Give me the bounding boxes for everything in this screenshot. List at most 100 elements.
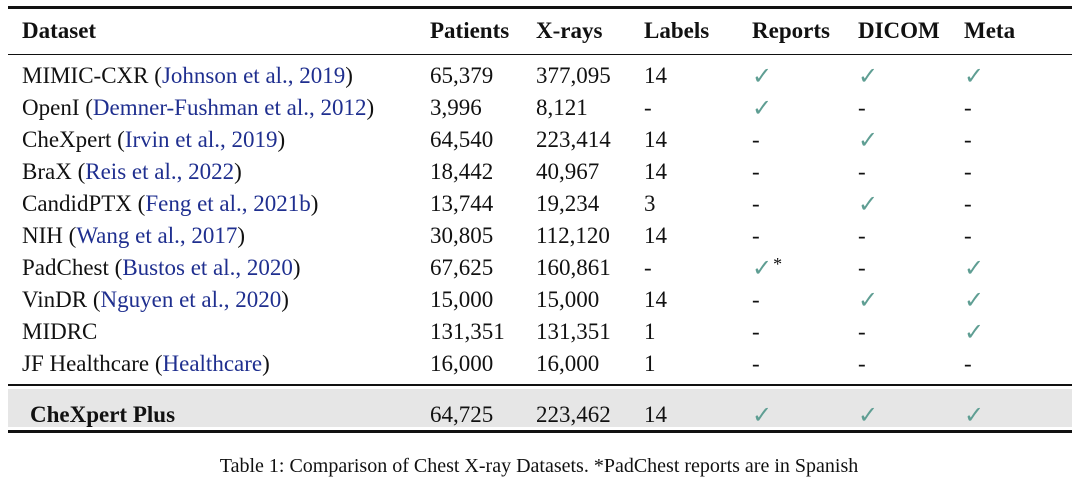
- reports-cell: -: [752, 284, 858, 316]
- footer-reports-cell-value: ✓: [752, 401, 773, 429]
- footer-dicom-cell: ✓: [858, 398, 964, 432]
- footer-patients-cell-value: 64,725: [430, 402, 494, 427]
- citation-link[interactable]: Reis et al., 2022: [85, 159, 235, 184]
- dataset-name: MIMIC-CXR: [22, 63, 149, 88]
- header-rule: [8, 54, 1072, 56]
- labels-cell-value: 14: [644, 223, 667, 248]
- reports-cell-value: -: [752, 319, 760, 344]
- citation-link[interactable]: Irvin et al., 2019: [124, 127, 278, 152]
- xrays-cell: 160,861: [536, 252, 644, 284]
- dicom-cell: ✓: [858, 60, 964, 92]
- footer-xrays-cell-value: 223,462: [536, 402, 611, 427]
- table-row: BraX (Reis et al., 2022) 18,442 40,967 14 - -…: [8, 156, 1072, 188]
- patients-cell: 3,996: [430, 92, 536, 124]
- reports-cell-value: ✓: [752, 62, 773, 90]
- header-patients: Patients: [430, 17, 510, 43]
- header-dicom: DICOM: [858, 17, 940, 43]
- meta-cell-value: -: [964, 95, 972, 120]
- reports-cell: -: [752, 316, 858, 348]
- citation-link[interactable]: Wang et al., 2017: [76, 223, 238, 248]
- xrays-cell-value: 8,121: [536, 95, 588, 120]
- table-row: PadChest (Bustos et al., 2020) 67,625 160,…: [8, 252, 1072, 284]
- dataset-name: MIDRC: [22, 319, 98, 344]
- patients-cell: 67,625: [430, 252, 536, 284]
- reports-cell-value: -: [752, 191, 760, 216]
- xrays-cell-value: 19,234: [536, 191, 600, 216]
- table-row: NIH (Wang et al., 2017) 30,805 112,120 14 - -…: [8, 220, 1072, 252]
- citation-link[interactable]: Healthcare: [162, 351, 263, 376]
- dicom-cell-value: -: [858, 351, 866, 376]
- xrays-cell: 377,095: [536, 60, 644, 92]
- dataset-name-cell: PadChest (Bustos et al., 2020): [22, 255, 301, 280]
- table-row: JF Healthcare (Healthcare) 16,000 16,000 1 -…: [8, 348, 1072, 380]
- citation-link[interactable]: Demner-Fushman et al., 2012: [92, 95, 367, 120]
- dicom-cell-value: -: [858, 95, 866, 120]
- table-row: MIDRC 131,351 131,351 1 - - ✓: [8, 316, 1072, 348]
- meta-cell-value: -: [964, 127, 972, 152]
- reports-cell: -: [752, 348, 858, 380]
- xrays-cell-value: 40,967: [536, 159, 600, 184]
- xrays-cell: 131,351: [536, 316, 644, 348]
- xrays-cell: 19,234: [536, 188, 644, 220]
- xrays-cell: 40,967: [536, 156, 644, 188]
- dataset-name-cell: CheXpert (Irvin et al., 2019): [22, 127, 286, 152]
- patients-cell-value: 3,996: [430, 95, 482, 120]
- citation-link[interactable]: Feng et al., 2021b: [145, 191, 311, 216]
- meta-cell: ✓: [964, 284, 1072, 316]
- dataset-name: PadChest: [22, 255, 109, 280]
- labels-cell-value: 1: [644, 319, 656, 344]
- dicom-cell: -: [858, 156, 964, 188]
- meta-cell: -: [964, 92, 1072, 124]
- meta-cell-value: ✓: [964, 62, 985, 90]
- dicom-cell: ✓: [858, 284, 964, 316]
- chexpert-plus-row: CheXpert Plus 64,725 223,462 14 ✓ ✓ ✓: [8, 398, 1072, 432]
- citation-link[interactable]: Johnson et al., 2019: [161, 63, 346, 88]
- dicom-cell: -: [858, 316, 964, 348]
- dataset-name: BraX: [22, 159, 72, 184]
- reports-cell: ✓: [752, 92, 858, 124]
- labels-cell: 3: [644, 188, 752, 220]
- meta-cell-value: ✓: [964, 286, 985, 314]
- reports-cell: -: [752, 124, 858, 156]
- dicom-cell-value: -: [858, 255, 866, 280]
- dicom-cell: ✓: [858, 188, 964, 220]
- xrays-cell: 223,414: [536, 124, 644, 156]
- header-dataset: Dataset: [22, 17, 97, 43]
- dataset-name-cell: OpenI (Demner-Fushman et al., 2012): [22, 95, 375, 120]
- dicom-cell: -: [858, 252, 964, 284]
- labels-cell: 14: [644, 284, 752, 316]
- labels-cell: -: [644, 252, 752, 284]
- reports-cell-value: -: [752, 351, 760, 376]
- xrays-cell-value: 223,414: [536, 127, 611, 152]
- xrays-cell-value: 112,120: [536, 223, 610, 248]
- dataset-name-cell: MIDRC: [8, 316, 430, 348]
- labels-cell: 1: [644, 348, 752, 380]
- reports-cell: -: [752, 220, 858, 252]
- meta-cell-value: ✓: [964, 254, 985, 282]
- xrays-cell: 112,120: [536, 220, 644, 252]
- dicom-cell-value: -: [858, 223, 866, 248]
- labels-cell: 14: [644, 124, 752, 156]
- citation-link[interactable]: Bustos et al., 2020: [122, 255, 293, 280]
- dicom-cell-value: ✓: [858, 286, 879, 314]
- reports-cell: -: [752, 188, 858, 220]
- patients-cell-value: 65,379: [430, 63, 494, 88]
- dataset-name-cell: CandidPTX (Feng et al., 2021b): [22, 191, 319, 216]
- footer-reports-cell: ✓: [752, 398, 858, 432]
- reports-cell-value: -: [752, 223, 760, 248]
- dataset-name: NIH: [22, 223, 63, 248]
- reports-cell: -: [752, 156, 858, 188]
- citation-link[interactable]: Nguyen et al., 2020: [100, 287, 282, 312]
- header-reports: Reports: [752, 17, 830, 43]
- patients-cell-value: 64,540: [430, 127, 494, 152]
- meta-cell-value: ✓: [964, 318, 985, 346]
- patients-cell-value: 16,000: [430, 351, 494, 376]
- patients-cell-value: 67,625: [430, 255, 494, 280]
- header-meta: Meta: [964, 17, 1016, 43]
- labels-cell-value: 1: [644, 351, 656, 376]
- xrays-cell-value: 131,351: [536, 319, 611, 344]
- dataset-name-cell: JF Healthcare (Healthcare): [22, 351, 270, 376]
- table-row: OpenI (Demner-Fushman et al., 2012) 3,996…: [8, 92, 1072, 124]
- labels-cell-value: 14: [644, 127, 667, 152]
- table-row: MIMIC-CXR (Johnson et al., 2019) 65,379 37…: [8, 60, 1072, 92]
